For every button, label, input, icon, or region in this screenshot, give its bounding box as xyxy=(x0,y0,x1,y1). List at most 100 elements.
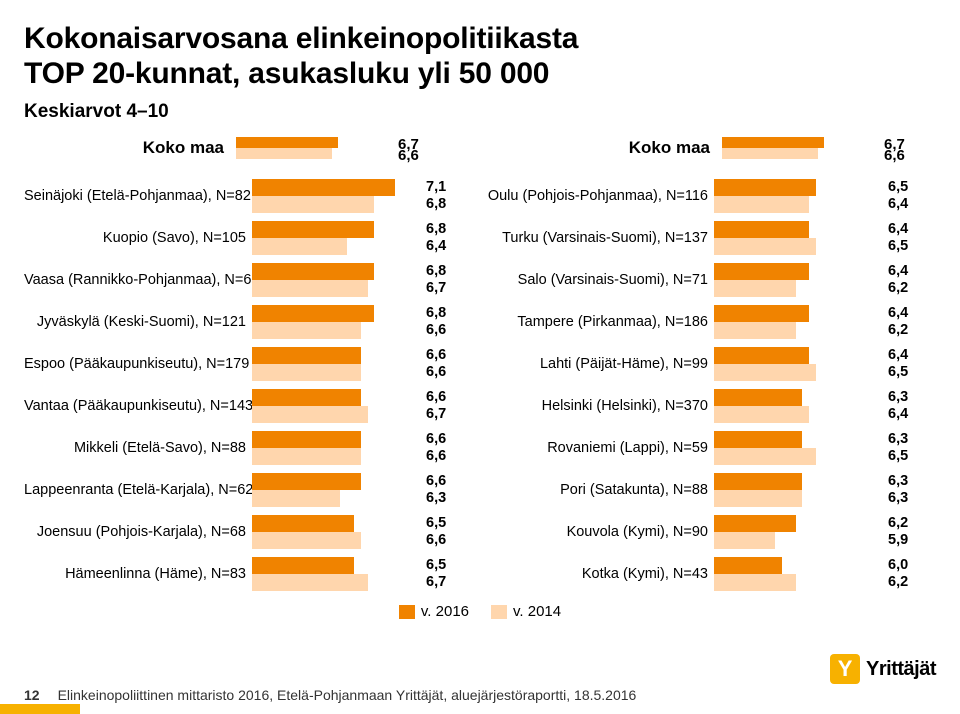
chart-row: Kotka (Kymi), N=43 6,06,2 xyxy=(486,553,936,595)
top-summary-left-values: 6,7 6,6 xyxy=(398,137,419,159)
row-label: Turku (Varsinais-Suomi), N=137 xyxy=(486,230,714,246)
value-2014: 6,6 xyxy=(426,364,446,381)
legend: v. 2016 v. 2014 xyxy=(24,603,936,620)
chart-row: Lappeenranta (Etelä-Karjala), N=626,66,3 xyxy=(24,469,474,511)
row-bars xyxy=(714,221,884,255)
chart-row: Espoo (Pääkaupunkiseutu), N=1796,66,6 xyxy=(24,343,474,385)
bar-2016 xyxy=(252,557,354,574)
row-bars xyxy=(714,431,884,465)
accent-bottom-bar xyxy=(0,704,80,714)
row-values: 6,66,6 xyxy=(426,347,446,381)
legend-label-2016: v. 2016 xyxy=(421,603,469,620)
value-2016: 6,8 xyxy=(426,263,446,280)
bar-2014 xyxy=(252,532,361,549)
bar-2014 xyxy=(252,406,368,423)
bar-2014 xyxy=(714,406,809,423)
bar-2014 xyxy=(252,574,368,591)
row-label: Kuopio (Savo), N=105 xyxy=(24,230,252,246)
row-values: 6,46,5 xyxy=(888,347,908,381)
value-2014: 6,6 xyxy=(426,322,446,339)
row-bars xyxy=(714,515,884,549)
row-values: 6,86,4 xyxy=(426,221,446,255)
row-values: 6,56,6 xyxy=(426,515,446,549)
chart-row: Kuopio (Savo), N=105 6,86,4 xyxy=(24,217,474,259)
bar-2014 xyxy=(714,532,775,549)
page-number: 12 xyxy=(24,687,40,703)
bar-2016 xyxy=(722,137,824,148)
bar-2016 xyxy=(252,347,361,364)
row-values: 6,86,7 xyxy=(426,263,446,297)
chart-row: Joensuu (Pohjois-Karjala), N=686,56,6 xyxy=(24,511,474,553)
bar-2014 xyxy=(252,280,368,297)
row-bars xyxy=(714,179,884,213)
bar-2014 xyxy=(252,490,340,507)
bar-2016 xyxy=(252,179,395,196)
row-label: Helsinki (Helsinki), N=370 xyxy=(486,398,714,414)
chart-row: Turku (Varsinais-Suomi), N=1376,46,5 xyxy=(486,217,936,259)
row-values: 7,16,8 xyxy=(426,179,446,213)
row-bars xyxy=(714,557,884,591)
chart-row: Helsinki (Helsinki), N=3706,36,4 xyxy=(486,385,936,427)
chart-row: Tampere (Pirkanmaa), N=1866,46,2 xyxy=(486,301,936,343)
bar-2014 xyxy=(714,280,796,297)
row-label: Kotka (Kymi), N=43 xyxy=(486,566,714,582)
bar-2016 xyxy=(252,515,354,532)
bar-2016 xyxy=(252,473,361,490)
value-2016: 6,5 xyxy=(888,179,908,196)
row-label: Mikkeli (Etelä-Savo), N=88 xyxy=(24,440,252,456)
legend-item-2016: v. 2016 xyxy=(399,603,469,620)
value-2014: 6,2 xyxy=(888,574,908,591)
bar-2014 xyxy=(722,148,818,159)
row-values: 6,36,5 xyxy=(888,431,908,465)
row-values: 6,66,6 xyxy=(426,431,446,465)
row-values: 6,46,2 xyxy=(888,263,908,297)
row-label: Vaasa (Rannikko-Pohjanmaa), N=61 xyxy=(24,272,252,288)
row-bars xyxy=(252,473,422,507)
value-2014: 6,2 xyxy=(888,322,908,339)
bar-2014 xyxy=(252,196,374,213)
slide: Kokonaisarvosana elinkeinopolitiikasta T… xyxy=(0,0,960,714)
chart-row: Pori (Satakunta), N=886,36,3 xyxy=(486,469,936,511)
value-2014: 6,4 xyxy=(426,238,446,255)
row-label: Rovaniemi (Lappi), N=59 xyxy=(486,440,714,456)
row-bars xyxy=(252,263,422,297)
legend-swatch-2014 xyxy=(491,605,507,619)
row-label: Vantaa (Pääkaupunkiseutu), N=143 xyxy=(24,398,252,414)
bar-2016 xyxy=(252,263,374,280)
chart-row: Rovaniemi (Lappi), N=59 6,36,5 xyxy=(486,427,936,469)
value-2014: 6,2 xyxy=(888,280,908,297)
value-2016: 6,3 xyxy=(888,473,908,490)
row-bars xyxy=(714,263,884,297)
value-2014: 6,6 xyxy=(426,448,446,465)
value-2014: 6,8 xyxy=(426,196,446,213)
top-summary-right-label: Koko maa xyxy=(510,138,710,158)
value-2016: 6,5 xyxy=(426,515,446,532)
bar-2014 xyxy=(252,238,347,255)
bar-2014 xyxy=(714,574,796,591)
row-bars xyxy=(714,347,884,381)
value-2016: 6,4 xyxy=(888,347,908,364)
top-summary-right: Koko maa 6,7 6,6 xyxy=(510,137,936,159)
bar-2014 xyxy=(236,148,332,159)
bar-2016 xyxy=(252,389,361,406)
row-label: Kouvola (Kymi), N=90 xyxy=(486,524,714,540)
row-label: Lappeenranta (Etelä-Karjala), N=62 xyxy=(24,482,252,498)
row-values: 6,36,3 xyxy=(888,473,908,507)
bar-2016 xyxy=(714,263,809,280)
value-2014: 6,6 xyxy=(398,148,419,159)
row-bars xyxy=(714,305,884,339)
value-2014: 6,7 xyxy=(426,406,446,423)
row-values: 6,06,2 xyxy=(888,557,908,591)
title-line-2: TOP 20-kunnat, asukasluku yli 50 000 xyxy=(24,57,936,92)
top-summary-row: Koko maa 6,7 6,6 Koko maa 6,7 6,6 xyxy=(24,137,936,159)
bar-2014 xyxy=(714,448,816,465)
value-2016: 6,4 xyxy=(888,263,908,280)
brand-logo-mark: Y xyxy=(830,654,860,684)
top-summary-left: Koko maa 6,7 6,6 xyxy=(24,137,450,159)
bar-2016 xyxy=(714,179,816,196)
row-values: 6,25,9 xyxy=(888,515,908,549)
row-label: Salo (Varsinais-Suomi), N=71 xyxy=(486,272,714,288)
bar-2016 xyxy=(714,473,802,490)
value-2016: 6,4 xyxy=(888,221,908,238)
value-2014: 6,7 xyxy=(426,280,446,297)
